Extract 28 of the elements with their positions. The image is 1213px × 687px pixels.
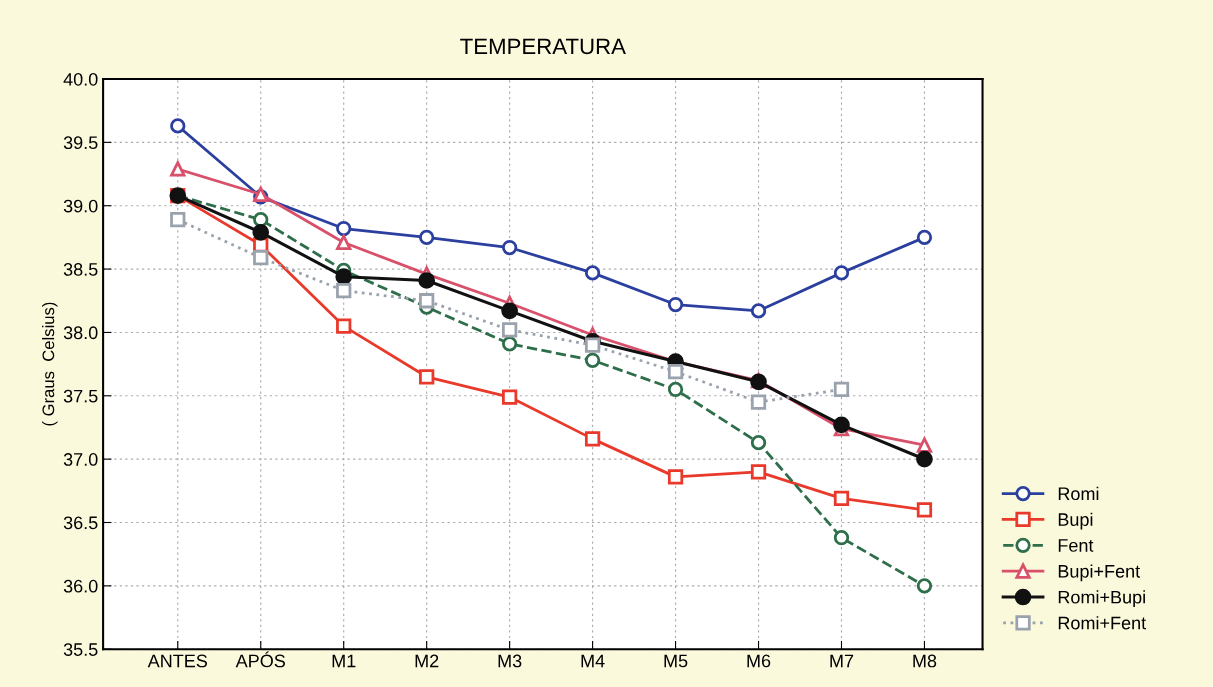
x-tick-label: M6 xyxy=(747,654,771,668)
y-tick-label: 35.5 xyxy=(63,643,98,656)
y-tick-label: 36.0 xyxy=(63,579,98,593)
y-tick-label: 40.0 xyxy=(63,72,98,86)
y-tick-label: 36.5 xyxy=(63,516,98,530)
x-tick-label: M3 xyxy=(498,654,522,668)
x-tick-label: ANTES xyxy=(147,654,208,668)
legend-label: Fent xyxy=(1058,539,1094,552)
legend-label: Romi xyxy=(1058,486,1099,501)
y-tick-label: 38.5 xyxy=(63,263,98,276)
y-tick-label: 39.0 xyxy=(63,199,98,213)
legend-label: Romi+Fent xyxy=(1058,616,1147,630)
legend-label: Bupi xyxy=(1058,512,1093,530)
y-tick-label: 39.5 xyxy=(63,136,98,150)
chart-title: TEMPERATURA xyxy=(460,38,626,55)
x-tick-label: M4 xyxy=(581,654,605,668)
y-tick-label: 38.0 xyxy=(63,326,98,340)
y-tick-label: 37.0 xyxy=(63,453,98,466)
y-axis-title: ( Graus Celsius) xyxy=(42,302,58,426)
x-tick-label: M5 xyxy=(664,654,688,668)
x-tick-label: M1 xyxy=(332,654,356,668)
x-tick-label: M2 xyxy=(415,654,439,668)
x-tick-label: M7 xyxy=(830,654,854,668)
x-tick-label: APÓS xyxy=(235,651,285,668)
y-tick-label: 37.5 xyxy=(63,389,98,403)
legend-label: Bupi+Fent xyxy=(1058,564,1141,582)
x-tick-label: M8 xyxy=(913,654,937,668)
legend-label: Romi+Bupi xyxy=(1058,590,1145,608)
